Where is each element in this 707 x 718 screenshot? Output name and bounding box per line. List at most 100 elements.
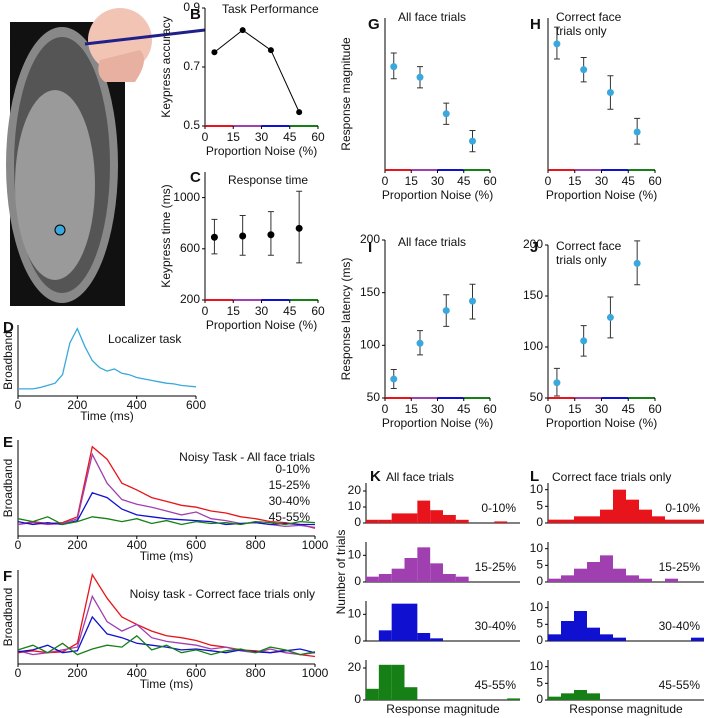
point bbox=[210, 233, 218, 241]
bar bbox=[639, 509, 652, 523]
trace bbox=[17, 516, 316, 526]
legend-label: 45-55% bbox=[269, 510, 311, 524]
y-tick-label: 5 bbox=[536, 558, 543, 572]
x-axis-label: Proportion Noise (%) bbox=[546, 188, 657, 202]
x-tick-label: 15 bbox=[568, 174, 582, 188]
x-axis-label: Proportion Noise (%) bbox=[206, 318, 317, 332]
row-label: 0-10% bbox=[481, 501, 516, 515]
panel-letter: B bbox=[190, 6, 201, 23]
bar bbox=[391, 513, 405, 523]
x-axis-label: Proportion Noise (%) bbox=[546, 416, 657, 430]
x-tick-label: 0 bbox=[202, 130, 209, 144]
bar bbox=[378, 630, 392, 641]
y-tick-label: 20 bbox=[348, 483, 362, 497]
trace bbox=[17, 594, 316, 656]
panel-title: Noisy Task - All face trials bbox=[179, 450, 315, 464]
y-axis-label: Broadband bbox=[1, 459, 15, 518]
point bbox=[633, 259, 641, 267]
point bbox=[239, 232, 247, 240]
x-axis-label: Proportion Noise (%) bbox=[382, 188, 493, 202]
bar bbox=[366, 688, 379, 700]
bar bbox=[378, 574, 392, 582]
bar bbox=[378, 519, 392, 523]
point bbox=[267, 47, 274, 54]
bar bbox=[391, 603, 405, 641]
panel-title: All face trials bbox=[398, 235, 466, 249]
point bbox=[553, 40, 561, 48]
slice-line bbox=[84, 28, 206, 46]
x-tick-label: 45 bbox=[622, 174, 636, 188]
bar bbox=[455, 576, 469, 582]
point bbox=[469, 137, 476, 145]
bar bbox=[417, 547, 431, 582]
bar bbox=[613, 568, 626, 582]
x-tick-label: 45 bbox=[283, 304, 297, 318]
y-tick-label: 50 bbox=[530, 390, 544, 404]
y-tick-label: 0 bbox=[536, 692, 543, 706]
y-axis-label: Broadband bbox=[1, 331, 15, 390]
x-tick-label: 60 bbox=[648, 402, 662, 416]
bar bbox=[626, 575, 639, 582]
bar bbox=[404, 603, 418, 641]
y-tick-label: 0 bbox=[536, 633, 543, 647]
point bbox=[633, 128, 641, 136]
x-tick-label: 30 bbox=[431, 402, 445, 416]
point bbox=[239, 27, 246, 34]
x-tick-label: 60 bbox=[311, 130, 325, 144]
bar bbox=[507, 698, 520, 700]
panel-title: All face trials bbox=[398, 10, 466, 24]
panel-letter: I bbox=[368, 239, 372, 256]
x-tick-label: 800 bbox=[246, 666, 266, 680]
bar bbox=[665, 578, 678, 582]
y-tick-label: 0 bbox=[354, 515, 361, 529]
row-label: 30-40% bbox=[659, 619, 701, 633]
y-axis-label: Response magnitude bbox=[339, 37, 353, 151]
x-tick-label: 600 bbox=[186, 538, 206, 552]
x-tick-label: 45 bbox=[457, 402, 471, 416]
bar bbox=[443, 515, 456, 523]
x-tick-label: 400 bbox=[127, 666, 147, 680]
x-tick-label: 15 bbox=[405, 174, 419, 188]
point bbox=[606, 88, 614, 96]
bar bbox=[600, 509, 613, 523]
x-axis-label: Time (ms) bbox=[140, 677, 194, 691]
bar bbox=[587, 627, 600, 641]
y-tick-label: 0.5 bbox=[183, 118, 200, 132]
bar bbox=[404, 558, 418, 582]
y-tick-label: 50 bbox=[367, 390, 381, 404]
x-tick-label: 800 bbox=[246, 538, 266, 552]
mri-image bbox=[6, 8, 206, 306]
x-tick-label: 60 bbox=[483, 402, 497, 416]
x-tick-label: 60 bbox=[311, 304, 325, 318]
panel-title: trials only bbox=[556, 253, 607, 267]
x-tick-label: 0 bbox=[15, 666, 22, 680]
x-tick-label: 30 bbox=[255, 130, 269, 144]
y-tick-label: 20 bbox=[348, 660, 362, 674]
x-tick-label: 45 bbox=[457, 174, 471, 188]
bar bbox=[548, 696, 561, 700]
point bbox=[606, 313, 614, 321]
point bbox=[295, 224, 303, 232]
bar bbox=[587, 516, 600, 523]
y-tick-label: 200 bbox=[523, 237, 543, 251]
bar bbox=[404, 687, 418, 700]
panel-letter: D bbox=[3, 319, 14, 336]
panel-letter: A bbox=[12, 36, 23, 53]
point bbox=[267, 231, 275, 239]
point bbox=[416, 339, 424, 347]
point bbox=[390, 63, 398, 71]
x-tick-label: 0 bbox=[382, 174, 389, 188]
x-tick-label: 0 bbox=[382, 402, 389, 416]
x-tick-label: 45 bbox=[622, 402, 636, 416]
bar bbox=[613, 637, 626, 641]
y-tick-label: 10 bbox=[530, 541, 544, 555]
panel-title: All face trials bbox=[386, 470, 454, 484]
legend-label: 0-10% bbox=[275, 462, 310, 476]
bar bbox=[561, 693, 574, 700]
x-tick-label: 30 bbox=[255, 304, 269, 318]
row-label: 30-40% bbox=[475, 619, 517, 633]
panel-title: trials only bbox=[556, 24, 607, 38]
bar bbox=[561, 621, 574, 641]
bar bbox=[587, 562, 600, 582]
